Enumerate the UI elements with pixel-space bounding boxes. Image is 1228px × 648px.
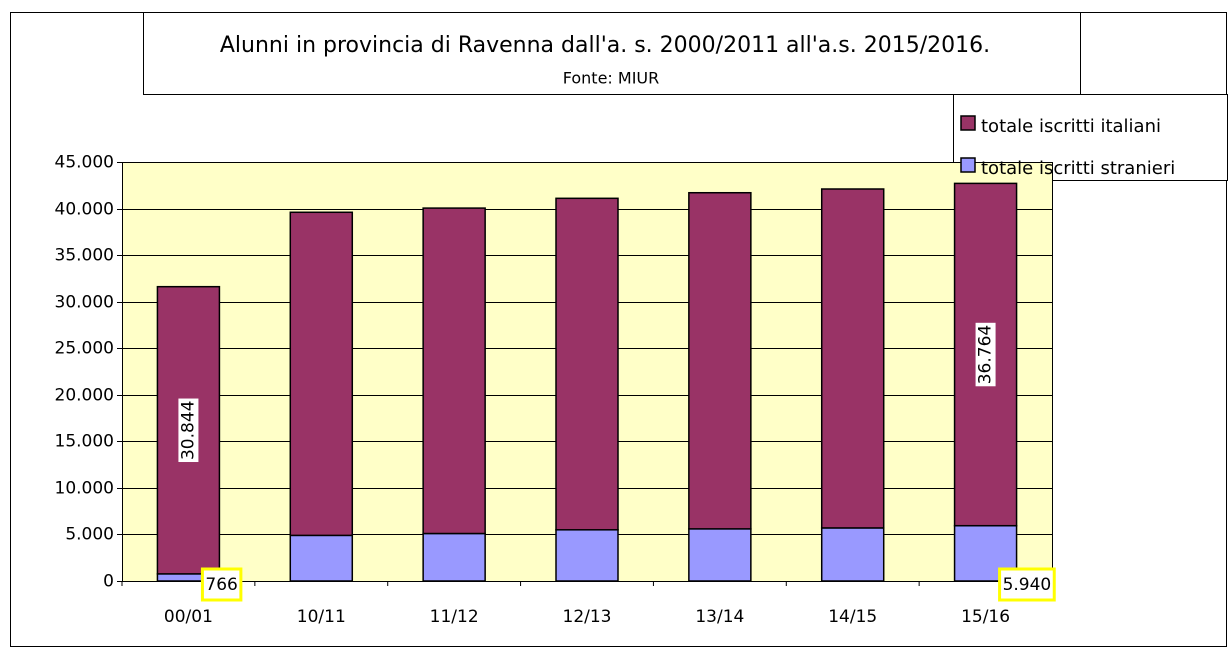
bar-segment (422, 207, 486, 535)
y-tick-label: 20.000 (55, 386, 114, 406)
y-tick-label: 0 (103, 572, 114, 592)
data-label-group: 30.844 (178, 398, 199, 463)
data-label-box (178, 398, 199, 463)
bar-segment (820, 188, 885, 529)
y-tick-label: 10.000 (55, 479, 114, 499)
x-tick-label: 00/01 (164, 607, 213, 627)
y-tick-label: 35.000 (55, 246, 114, 266)
data-label: 5.940 (1003, 575, 1052, 595)
x-tick-label: 14/15 (828, 607, 877, 627)
x-tick-label: 11/12 (430, 607, 479, 627)
x-tick-label: 12/13 (563, 607, 612, 627)
data-label: 30.844 (178, 401, 198, 460)
data-label-group: 766 (200, 567, 243, 602)
data-label-box (975, 322, 996, 387)
data-label-group: 36.764 (975, 322, 996, 387)
data-label: 36.764 (976, 325, 996, 384)
bar-segment (289, 211, 354, 537)
bar-segment (820, 527, 885, 582)
bar-segment (422, 532, 486, 582)
bar-segment (688, 528, 752, 582)
title-box (143, 12, 1081, 95)
y-tick-label: 25.000 (55, 339, 114, 359)
legend-swatch (960, 115, 976, 131)
data-label-group: 5.940 (998, 567, 1056, 602)
x-tick-label: 13/14 (695, 607, 744, 627)
y-tick-label: 40.000 (55, 200, 114, 220)
x-tick-label: 10/11 (297, 607, 346, 627)
bar-segment (289, 534, 354, 582)
y-tick-label: 15.000 (55, 432, 114, 452)
legend-label: totale iscritti stranieri (981, 158, 1175, 179)
x-tick-label: 15/16 (961, 607, 1010, 627)
y-tick-label: 45.000 (55, 153, 114, 173)
bar-segment (688, 191, 752, 530)
bar-segment (555, 197, 619, 531)
bar-segment (555, 529, 619, 582)
legend-swatch (960, 157, 976, 173)
data-label-box (998, 567, 1056, 602)
chart-title: Alunni in provincia di Ravenna dall'a. s… (220, 33, 990, 58)
legend-label: totale iscritti italiani (981, 116, 1161, 137)
y-tick-label: 30.000 (55, 293, 114, 313)
data-label: 766 (205, 575, 237, 595)
y-tick-label: 5.000 (65, 525, 114, 545)
chart-subtitle: Fonte: MIUR (563, 69, 660, 88)
data-label-box (200, 567, 243, 602)
